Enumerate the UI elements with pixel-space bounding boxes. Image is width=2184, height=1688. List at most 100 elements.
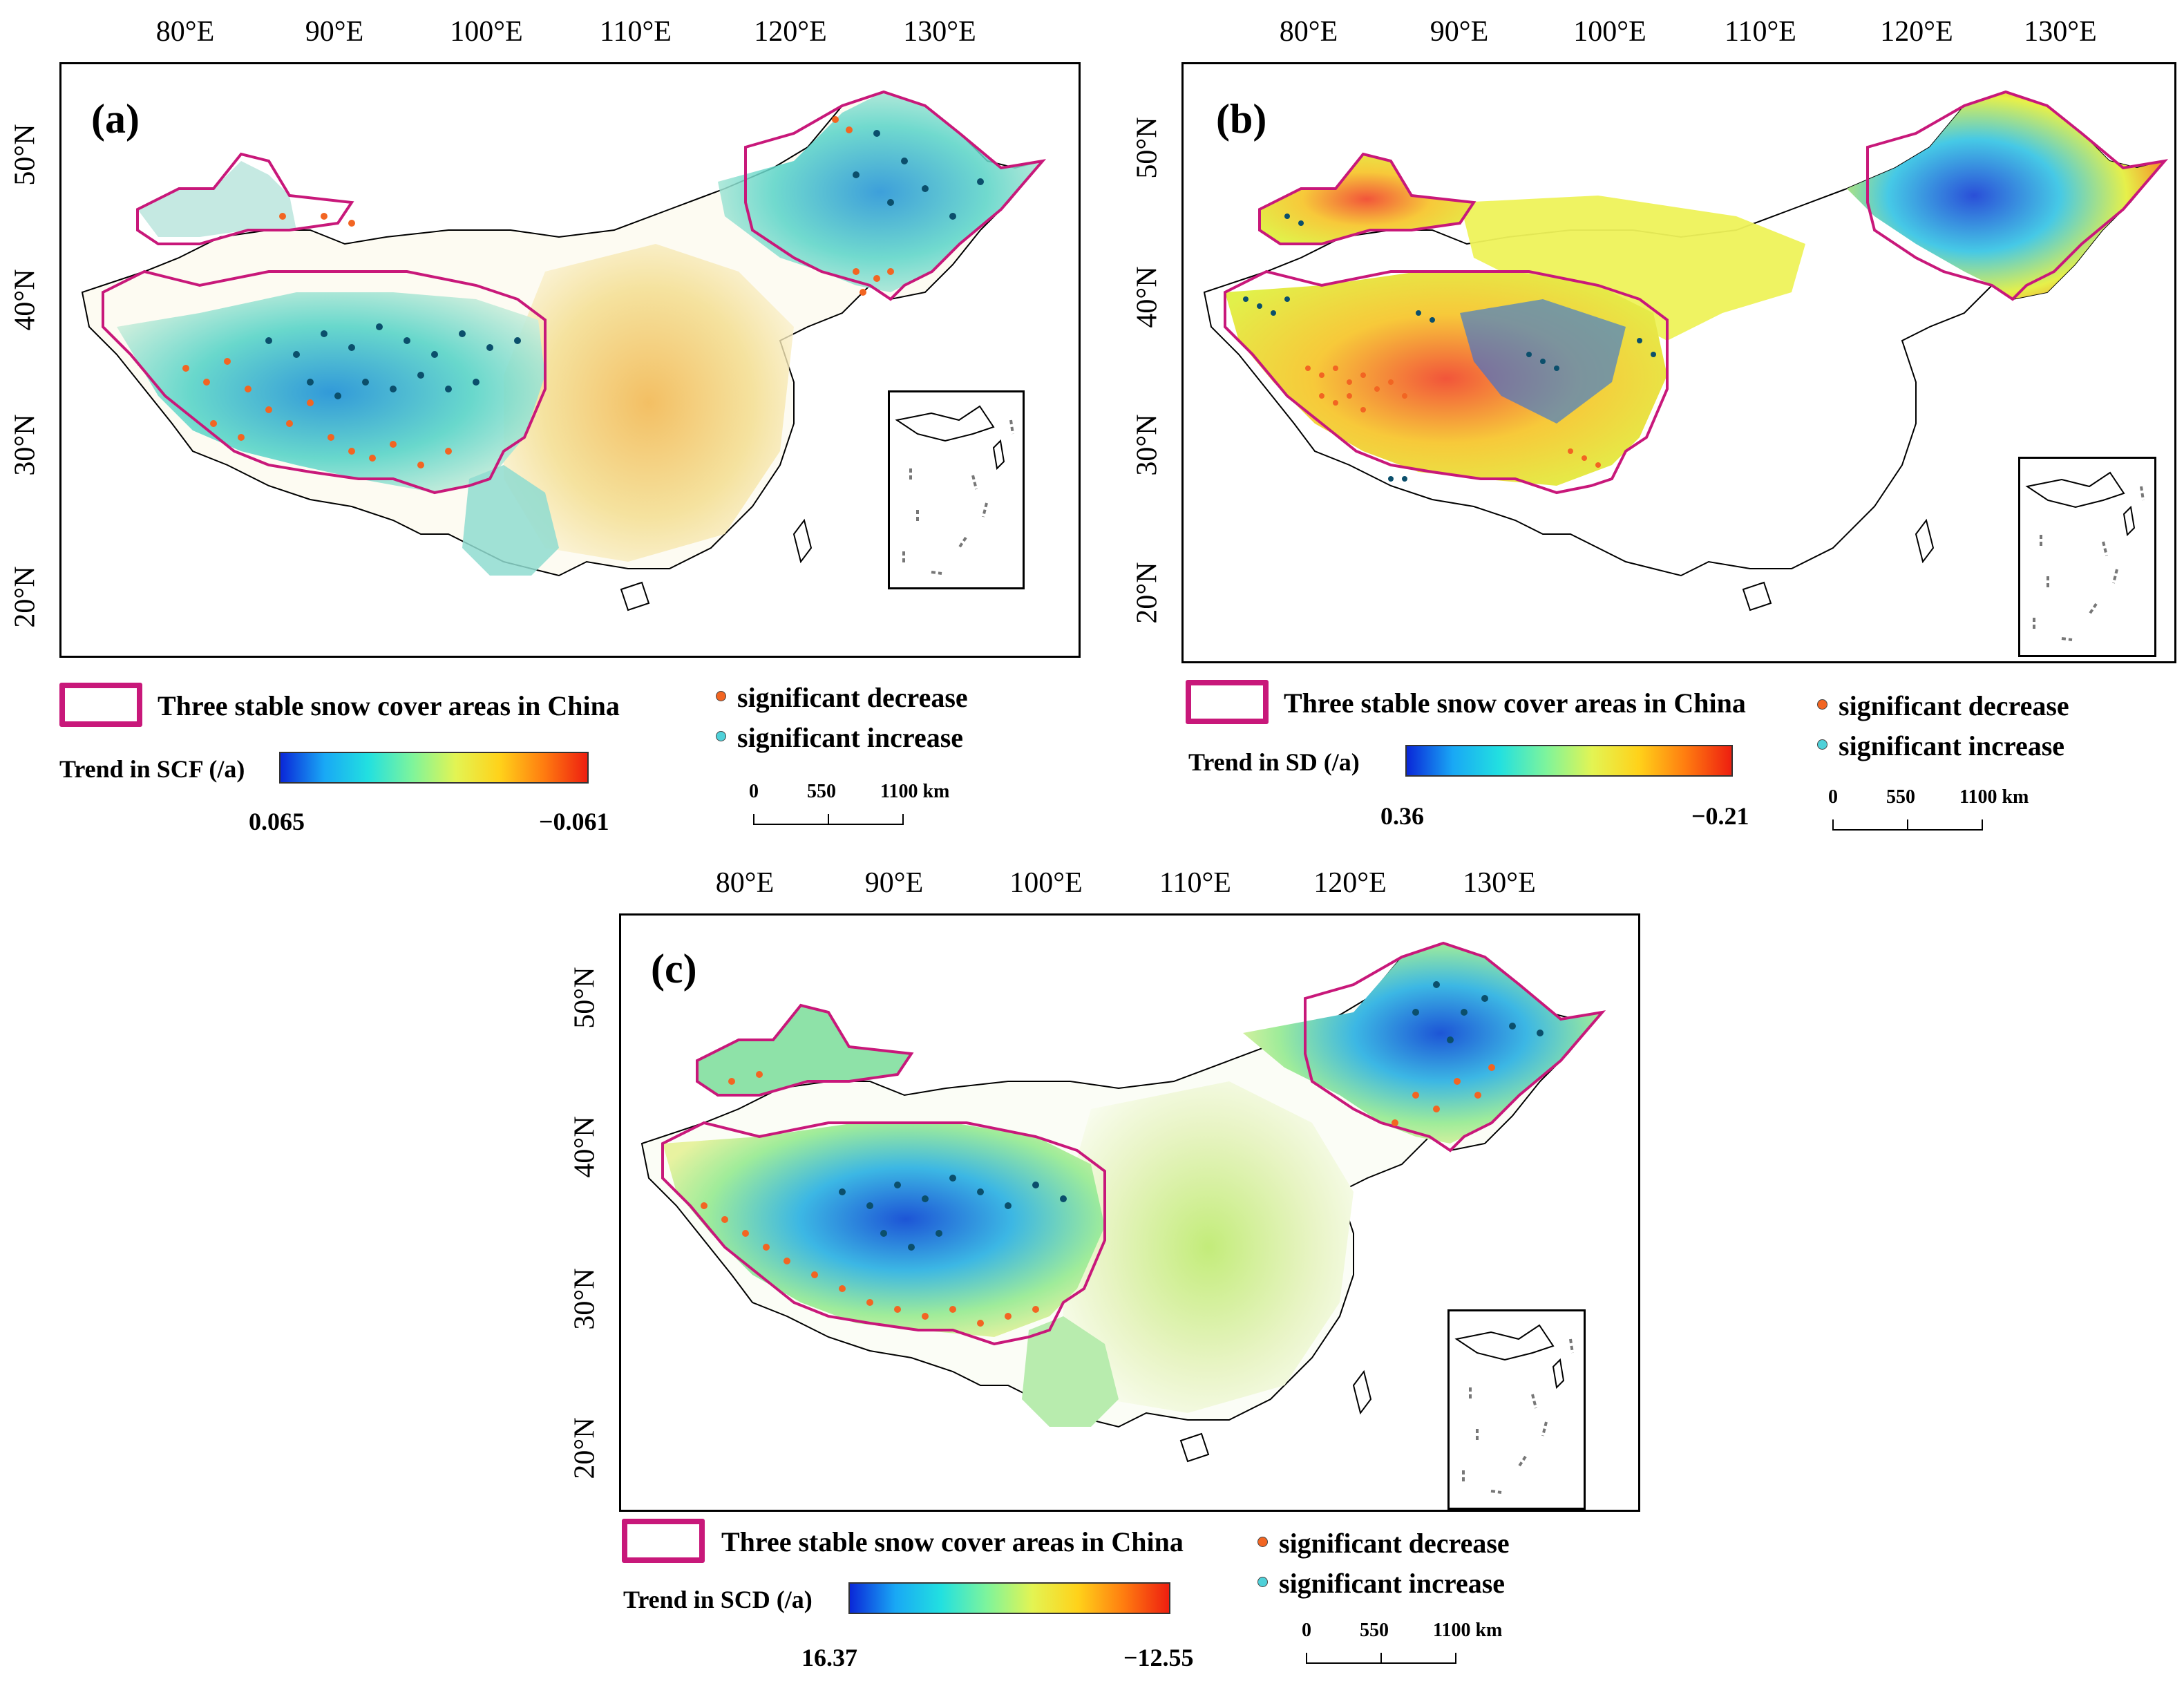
lat-tick: 20°N: [1131, 562, 1164, 624]
scale-label-0: 0: [749, 781, 759, 802]
map-frame: [1181, 62, 2176, 663]
colorbar-min: 0.36: [1380, 802, 1424, 830]
lon-tick: 80°E: [155, 16, 215, 48]
plateau-fill: [117, 292, 545, 493]
increase-dot-icon: [1817, 739, 1827, 750]
increase-legend: significant increase: [716, 721, 963, 754]
lat-tick: 40°N: [569, 1116, 601, 1178]
scale-label-1100: 1100 km: [1959, 786, 2029, 808]
colorbar-min: 16.37: [801, 1644, 857, 1671]
northeast-fill: [1847, 92, 2165, 299]
south-china-sea-inset: [1447, 1309, 1586, 1510]
lon-tick: 130°E: [2024, 16, 2097, 48]
region-legend-label: Three stable snow cover areas in China: [158, 690, 620, 721]
lon-tick: 120°E: [754, 16, 827, 48]
lon-tick: 110°E: [1159, 867, 1231, 899]
lon-tick: 80°E: [1279, 16, 1338, 48]
panel-a: 80°E 90°E 100°E 110°E 120°E 130°E 50°N 4…: [0, 0, 1092, 843]
scale-label-1100: 1100 km: [1433, 1620, 1503, 1641]
lon-tick: 100°E: [1573, 16, 1646, 48]
increase-legend: significant increase: [1257, 1567, 1505, 1600]
region-legend-swatch: [622, 1519, 705, 1563]
colorbar-max: −12.55: [1123, 1644, 1194, 1671]
yunnan-fill: [1022, 1316, 1119, 1427]
xinjiang-north: [1260, 154, 1474, 244]
colorbar-title: Trend in SD (/a): [1188, 748, 1360, 776]
scale-label-550: 550: [1886, 786, 1915, 808]
central-fill: [504, 244, 794, 562]
decrease-dots: [182, 116, 894, 468]
lon-tick: 90°E: [864, 867, 924, 899]
decrease-dot-icon: [716, 691, 726, 702]
colorbar: [279, 752, 589, 784]
xinjiang-north: [697, 1005, 911, 1095]
panel-label: (b): [1216, 96, 1267, 142]
map-frame: [619, 913, 1640, 1512]
increase-legend: significant increase: [1817, 730, 2064, 762]
decrease-dot-icon: [1817, 699, 1827, 710]
taiwan: [792, 518, 813, 564]
region-outline-plateau: [102, 269, 547, 495]
region-outline-xinjiang: [1258, 152, 1476, 245]
hainan: [620, 581, 650, 611]
decrease-label: significant decrease: [1279, 1528, 1510, 1559]
colorbar-min: 0.065: [249, 808, 305, 835]
lat-tick: 50°N: [1131, 117, 1164, 179]
scale-label-0: 0: [1302, 1620, 1311, 1641]
south-china-sea-inset: [2018, 457, 2156, 657]
lon-tick: 90°E: [305, 16, 364, 48]
northeast-fill: [1243, 943, 1602, 1144]
lon-tick: 80°E: [715, 867, 775, 899]
decrease-label: significant decrease: [1839, 690, 2069, 721]
decrease-dots: [701, 1064, 1495, 1327]
lat-tick: 50°N: [569, 967, 601, 1029]
colorbar-max: −0.21: [1691, 802, 1749, 830]
region-legend-label: Three stable snow cover areas in China: [721, 1526, 1184, 1557]
lon-tick: 110°E: [1725, 16, 1796, 48]
colorbar: [1405, 745, 1733, 777]
yunnan-fill: [462, 465, 559, 576]
taiwan: [1352, 1369, 1372, 1415]
colorbar-max: −0.061: [539, 808, 609, 835]
lon-tick: 130°E: [903, 16, 976, 48]
lon-tick: 130°E: [1463, 867, 1536, 899]
increase-dot-icon: [1257, 1577, 1268, 1588]
yellow-belt: [1460, 196, 1805, 341]
lon-tick: 120°E: [1880, 16, 1953, 48]
region-outline-plateau: [661, 1121, 1106, 1346]
decrease-legend: significant decrease: [716, 681, 968, 714]
scale-label-0: 0: [1828, 786, 1838, 808]
lat-tick: 20°N: [569, 1417, 601, 1479]
lat-tick: 40°N: [1131, 266, 1164, 328]
lat-tick: 30°N: [1131, 414, 1164, 476]
increase-label: significant increase: [1279, 1568, 1506, 1599]
map-a-svg: [81, 90, 1047, 611]
region-legend-label: Three stable snow cover areas in China: [1284, 687, 1746, 719]
decrease-legend: significant decrease: [1257, 1527, 1510, 1559]
increase-dots: [265, 130, 984, 399]
lon-tick: 100°E: [1009, 867, 1083, 899]
panel-label: (a): [91, 96, 140, 142]
decrease-label: significant decrease: [737, 682, 968, 713]
lon-tick: 100°E: [450, 16, 523, 48]
increase-label: significant increase: [737, 722, 964, 753]
scale-label-550: 550: [1360, 1620, 1389, 1641]
lon-tick: 120°E: [1313, 867, 1387, 899]
scale-label-550: 550: [807, 781, 836, 802]
scale-bar: 0 550 1100 km: [1302, 1620, 1502, 1668]
region-legend-swatch: [59, 683, 142, 727]
lon-tick: 90°E: [1430, 16, 1489, 48]
region-legend-swatch: [1186, 680, 1269, 724]
south-china-sea-inset: [888, 390, 1025, 589]
panel-c: 80°E 90°E 100°E 110°E 120°E 130°E 50°N 4…: [560, 843, 1640, 1688]
map-b-svg: [1203, 90, 2169, 611]
increase-dots: [1243, 214, 1656, 482]
region-outline-plateau: [1224, 269, 1669, 495]
central-fill: [1063, 1081, 1354, 1413]
region-outline-northeast: [1866, 90, 2169, 301]
panel-label: (c): [651, 946, 697, 992]
scale-label-1100: 1100 km: [880, 781, 950, 802]
decrease-legend: significant decrease: [1817, 690, 2069, 722]
increase-dots: [839, 981, 1544, 1251]
colorbar: [848, 1582, 1170, 1614]
